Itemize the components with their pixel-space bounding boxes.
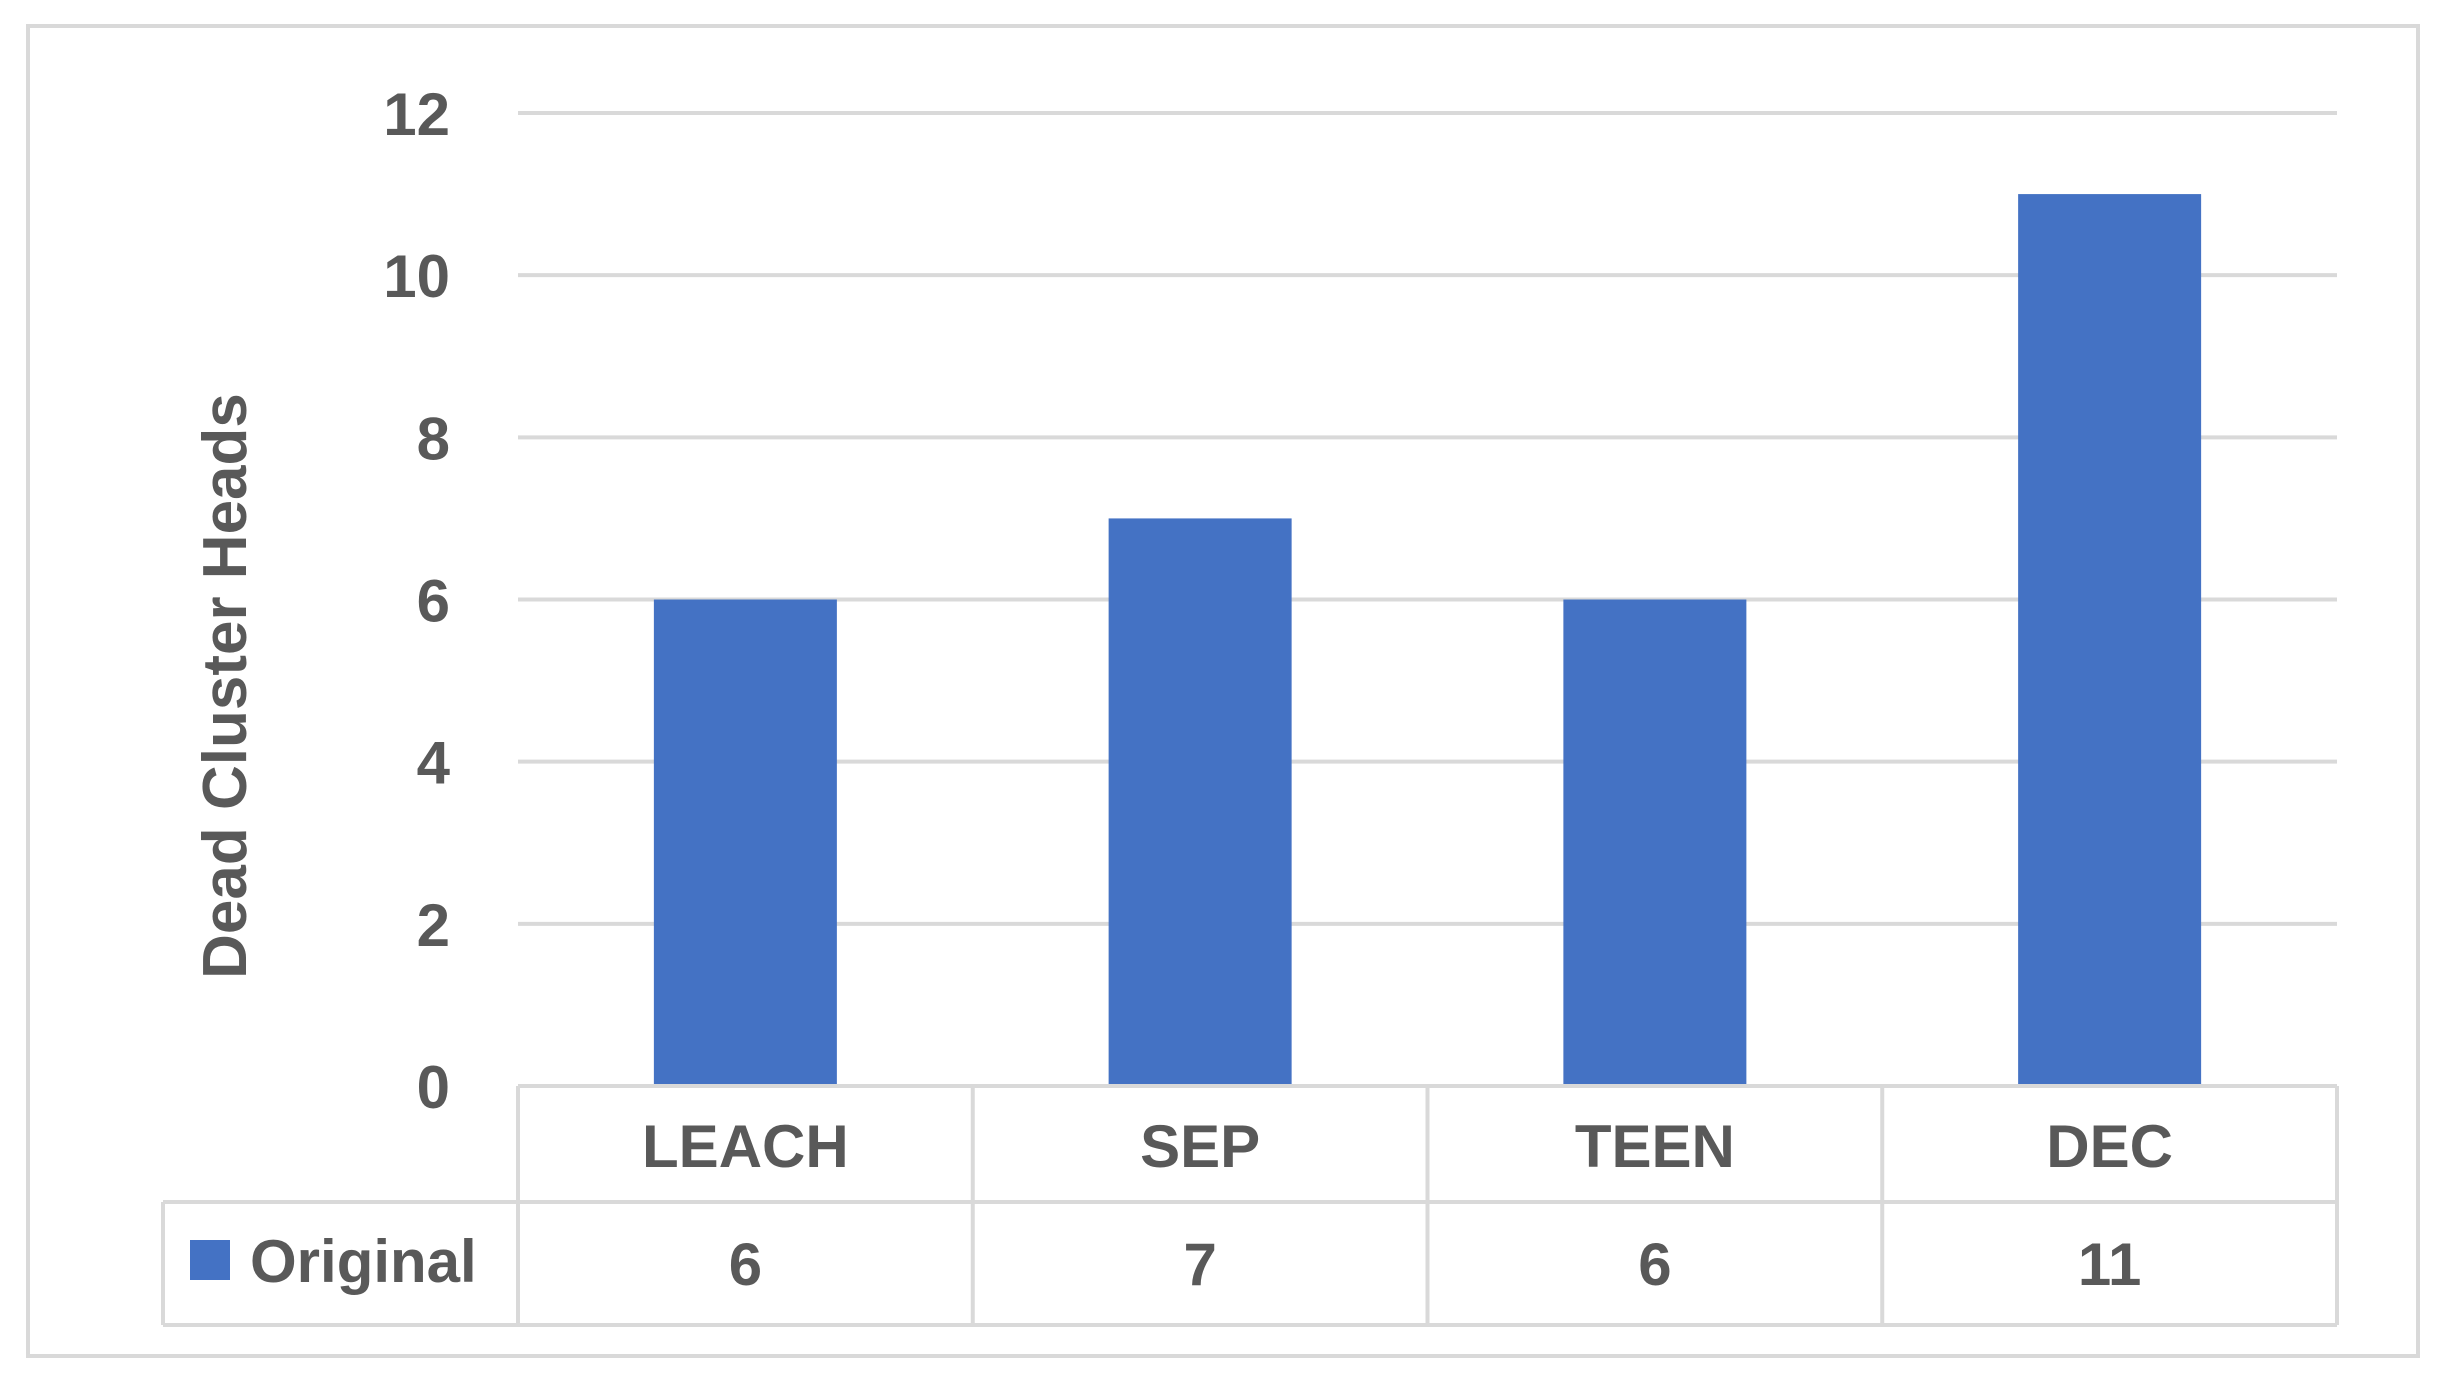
legend-swatch: [190, 1240, 230, 1280]
table-value-leach: 6: [729, 1231, 762, 1298]
bar-teen: [1563, 599, 1747, 1086]
x-tick-label-teen: TEEN: [1575, 1113, 1735, 1180]
y-tick-label-10: 10: [383, 243, 450, 310]
bar-leach: [653, 599, 837, 1086]
bar-sep: [1108, 518, 1292, 1086]
x-tick-label-leach: LEACH: [642, 1113, 849, 1180]
y-tick-label-8: 8: [417, 405, 450, 472]
y-tick-label-2: 2: [417, 892, 450, 959]
y-tick-label-6: 6: [417, 568, 450, 635]
y-tick-label-4: 4: [417, 730, 451, 797]
data-table: LEACH 6 SEP 7 TEEN 6 DEC 11 Original: [161, 1084, 2339, 1327]
table-value-teen: 6: [1638, 1231, 1671, 1298]
y-axis-title: Dead Cluster Heads: [191, 393, 260, 979]
legend-label: Original: [250, 1228, 477, 1295]
y-axis-ticks: 0 2 4 6 8 10 12: [383, 81, 450, 1121]
table-value-sep: 7: [1183, 1231, 1216, 1298]
y-tick-label-0: 0: [417, 1054, 450, 1121]
bars: [653, 194, 2202, 1087]
y-tick-label-12: 12: [383, 81, 450, 148]
x-tick-label-sep: SEP: [1140, 1113, 1260, 1180]
bar-dec: [2018, 194, 2202, 1087]
x-tick-label-dec: DEC: [2046, 1113, 2173, 1180]
table-value-dec: 11: [2078, 1231, 2141, 1298]
